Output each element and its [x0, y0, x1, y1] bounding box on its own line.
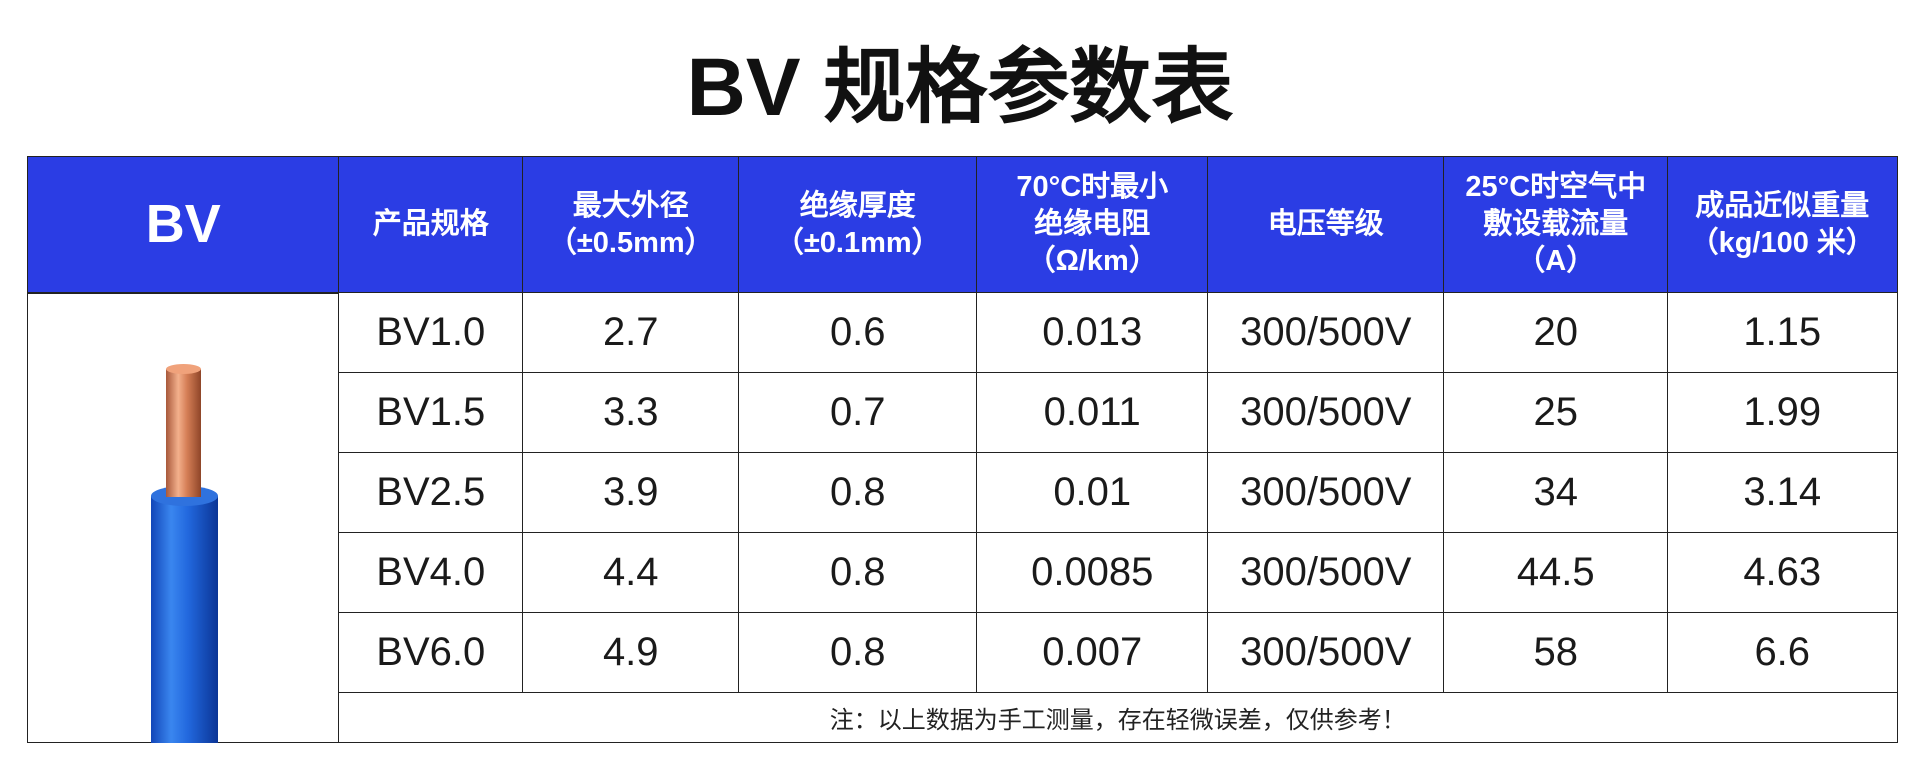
- table-cell: 44.5: [1443, 532, 1669, 614]
- header-cell: 最大外径 （±0.5mm）: [522, 156, 740, 294]
- header-text: 绝缘电阻: [1034, 208, 1151, 241]
- table-cell: 300/500V: [1207, 452, 1445, 534]
- header-text: （Ω/km）: [1026, 245, 1158, 278]
- header-text: （±0.5mm）: [547, 226, 714, 259]
- table-cell: 0.013: [976, 292, 1209, 374]
- header-text: 70°C时最小: [1016, 171, 1169, 204]
- table-cell: 6.6: [1667, 612, 1898, 694]
- table-cell: 300/500V: [1207, 612, 1445, 694]
- header-cell: 绝缘厚度 （±0.1mm）: [738, 156, 978, 294]
- table-cell: 0.7: [738, 372, 978, 454]
- table-cell: 0.0085: [976, 532, 1209, 614]
- table-cell: 4.63: [1667, 532, 1898, 614]
- page-title: BV 规格参数表: [686, 42, 1234, 133]
- header-cell: BV: [27, 156, 340, 294]
- table-cell: 0.01: [976, 452, 1209, 534]
- table-cell: 1.15: [1667, 292, 1898, 374]
- table-cell: 0.8: [738, 532, 978, 614]
- header-text: （A）: [1516, 245, 1596, 278]
- table-cell: BV6.0: [338, 612, 524, 694]
- header-cell: 70°C时最小 绝缘电阻 （Ω/km）: [976, 156, 1209, 294]
- table-cell: 300/500V: [1207, 292, 1445, 374]
- header-cell: 产品规格: [338, 156, 524, 294]
- table-cell: 0.6: [738, 292, 978, 374]
- header-text: BV: [145, 194, 221, 255]
- header-text: 最大外径: [572, 189, 689, 222]
- table-cell: 0.007: [976, 612, 1209, 694]
- table-cell: 25: [1443, 372, 1669, 454]
- table-cell: 2.7: [522, 292, 740, 374]
- table-cell: 300/500V: [1207, 372, 1445, 454]
- table-cell: BV1.0: [338, 292, 524, 374]
- table-cell: 4.4: [522, 532, 740, 614]
- table-cell: 300/500V: [1207, 532, 1445, 614]
- table-cell: 1.99: [1667, 372, 1898, 454]
- table-cell: 0.8: [738, 452, 978, 534]
- header-cell: 电压等级: [1207, 156, 1445, 294]
- header-text: 绝缘厚度: [799, 189, 916, 222]
- table-cell: 3.9: [522, 452, 740, 534]
- table-cell: BV4.0: [338, 532, 524, 614]
- header-text: 25°C时空气中: [1465, 171, 1647, 204]
- table-note: 注：以上数据为手工测量，存在轻微误差，仅供参考！: [338, 692, 1898, 743]
- table-cell: BV2.5: [338, 452, 524, 534]
- wire-image: [151, 364, 218, 743]
- header-cell: 25°C时空气中 敷设载流量 （A）: [1443, 156, 1669, 294]
- table-cell: 34: [1443, 452, 1669, 534]
- table-cell: 58: [1443, 612, 1669, 694]
- table-cell: BV1.5: [338, 372, 524, 454]
- header-cell: 成品近似重量 （kg/100 米）: [1667, 156, 1898, 294]
- header-text: （±0.1mm）: [774, 226, 941, 259]
- table-cell: 0.011: [976, 372, 1209, 454]
- table-cell: 4.9: [522, 612, 740, 694]
- header-text: 电压等级: [1267, 208, 1384, 241]
- table-cell: 20: [1443, 292, 1669, 374]
- header-text: 产品规格: [372, 208, 489, 241]
- header-text: （kg/100 米）: [1689, 226, 1875, 259]
- table-cell: 0.8: [738, 612, 978, 694]
- table-cell: 3.14: [1667, 452, 1898, 534]
- table-cell: 3.3: [522, 372, 740, 454]
- header-text: 成品近似重量: [1695, 189, 1870, 222]
- header-text: 敷设载流量: [1483, 208, 1629, 241]
